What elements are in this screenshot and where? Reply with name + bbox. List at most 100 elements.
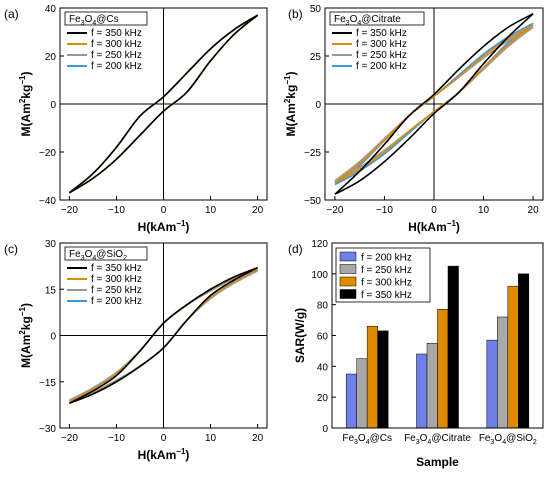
legend-label: f = 300 kHz <box>356 39 407 50</box>
y-tick-label: 20 <box>45 52 57 63</box>
loop-curve-lower <box>334 13 534 195</box>
x-tick-label: −10 <box>108 433 125 444</box>
y-axis-label: M(Am2kg−1) <box>283 72 298 137</box>
bar <box>507 285 519 429</box>
bar <box>356 358 368 429</box>
y-tick-label: 20 <box>317 393 329 404</box>
y-tick-label: −15 <box>39 378 56 389</box>
y-tick-label: 60 <box>317 332 329 343</box>
legend-label: f = 350 kHz <box>356 28 407 39</box>
category-label: Fe3O4@Citrate <box>404 433 471 446</box>
legend-swatch <box>339 264 357 274</box>
x-tick-label: 0 <box>161 205 167 216</box>
legend-label: f = 250 kHz <box>91 285 142 296</box>
x-tick-label: 10 <box>478 205 490 216</box>
y-tick-label: −20 <box>39 148 56 159</box>
y-tick-label: −40 <box>39 196 56 207</box>
panel-label: (c) <box>4 242 18 256</box>
y-tick-label: 80 <box>317 301 329 312</box>
x-tick-label: −20 <box>61 433 78 444</box>
x-axis-label: H(kAm−1) <box>408 219 460 234</box>
legend-label: f = 350 kHz <box>361 290 412 301</box>
bar <box>518 273 530 429</box>
bar <box>437 309 449 429</box>
y-tick-label: 25 <box>310 52 322 63</box>
x-tick-label: 20 <box>528 205 540 216</box>
legend-title-box <box>64 11 148 26</box>
legend-label: f = 350 kHz <box>91 28 142 39</box>
x-tick-label: 20 <box>252 433 264 444</box>
legend-label: f = 250 kHz <box>356 50 407 61</box>
legend-label: f = 350 kHz <box>91 263 142 274</box>
bar <box>377 330 389 429</box>
x-tick-label: −20 <box>61 205 78 216</box>
y-tick-label: −50 <box>304 196 321 207</box>
panel-label: (b) <box>288 7 303 21</box>
loop-curve-upper <box>68 14 259 194</box>
y-axis-label: SAR(W/g) <box>293 308 307 363</box>
y-tick-label: 0 <box>315 100 321 111</box>
bar <box>486 339 498 429</box>
y-tick-label: −30 <box>39 424 56 435</box>
y-tick-label: 40 <box>45 4 57 15</box>
y-tick-label: 120 <box>311 239 328 250</box>
y-tick-label: 0 <box>50 332 56 343</box>
y-axis-label: M(Am2kg−1) <box>18 303 33 368</box>
x-tick-label: 0 <box>431 205 437 216</box>
legend-label: f = 300 kHz <box>91 274 142 285</box>
legend-swatch <box>339 251 357 262</box>
y-tick-label: 40 <box>317 362 329 373</box>
legend-title: Fe3O4@Cs <box>69 14 119 27</box>
legend-label: f = 200 kHz <box>91 61 142 72</box>
bar <box>416 353 428 429</box>
x-tick-label: −10 <box>376 205 393 216</box>
legend-title: Fe3O4@Citrate <box>334 14 401 27</box>
loop-panel-b: (b) −20 −10 0 10 20 −50 −25 0 25 50 H(kAm−1) M(Am2kg… <box>283 4 544 234</box>
legend-label: f = 250 kHz <box>361 265 412 276</box>
bar <box>366 326 378 429</box>
sar-bar-panel: (d) Fe3O4@Cs Fe3O4@Citrate Fe3O4@SiO2 0 20 40 6… <box>288 239 544 469</box>
x-axis-label: Sample <box>416 455 459 469</box>
bar <box>497 316 509 429</box>
bar <box>426 342 438 429</box>
y-axis-label: M(Am2kg−1) <box>18 72 33 137</box>
y-tick-label: 0 <box>322 424 328 435</box>
y-tick-label: 50 <box>310 4 322 15</box>
legend-swatch <box>339 276 357 287</box>
category-label: Fe3O4@Cs <box>342 433 392 446</box>
legend-label: f = 300 kHz <box>91 39 142 50</box>
loop-curve-lower <box>69 266 258 405</box>
legend-label: f = 200 kHz <box>356 61 407 72</box>
legend-label: f = 200 kHz <box>361 253 412 264</box>
legend-title: Fe3O4@SiO2 <box>69 249 127 262</box>
x-tick-label: 10 <box>205 205 217 216</box>
loop-curve-lower <box>68 14 259 194</box>
category-label: Fe3O4@SiO2 <box>479 433 537 446</box>
x-tick-label: −20 <box>326 205 343 216</box>
loop-curve-upper <box>334 13 534 195</box>
y-tick-label: 0 <box>50 100 56 111</box>
panel-label: (d) <box>288 242 303 256</box>
x-tick-label: 20 <box>252 205 264 216</box>
legend-label: f = 200 kHz <box>91 296 142 307</box>
loop-panel-c: (c) −20 −10 0 10 20 −30 −15 0 15 30 H(kAm−1) M(Am2kg… <box>4 239 268 462</box>
y-tick-label: 30 <box>45 239 57 250</box>
y-tick-label: 100 <box>311 270 328 281</box>
x-axis-label: H(kAm−1) <box>138 447 190 462</box>
legend-title-box <box>329 11 425 26</box>
panel-label: (a) <box>4 7 19 21</box>
loop-panel-a: (a) −20 −10 0 10 20 −40 −20 0 20 40 H(kAm−1) M(Am2kg… <box>4 4 268 234</box>
loop-curve-upper <box>69 266 258 405</box>
y-tick-label: −25 <box>304 148 321 159</box>
bar <box>345 373 357 429</box>
y-tick-label: 15 <box>45 285 57 296</box>
legend-title-box <box>64 246 148 261</box>
bar <box>447 265 459 429</box>
x-tick-label: −10 <box>108 205 125 216</box>
legend-label: f = 300 kHz <box>361 278 412 289</box>
